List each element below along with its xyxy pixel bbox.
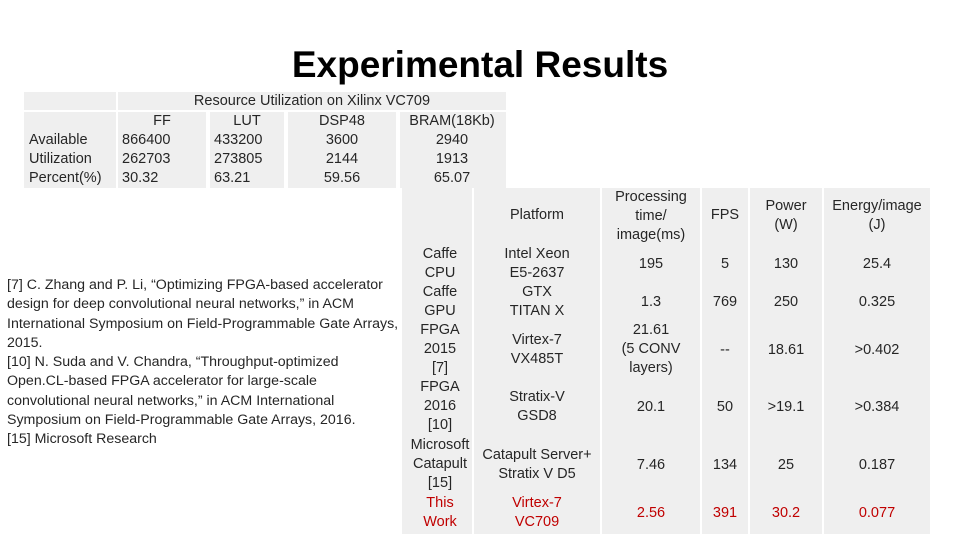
table-cell: 63.21 [214,170,251,186]
table-cell-bg [24,112,116,188]
reference-item: [15] Microsoft Research [7,431,157,448]
column-bg [824,188,930,534]
table-cell: 5 [720,256,730,272]
column-header: Power (W) [765,198,807,233]
platform-cell: Intel Xeon E5-2637 [504,246,570,281]
table-cell: 3600 [325,132,359,148]
work-cell: Caffe CPU [422,246,458,281]
table-cell: 65.07 [433,170,471,186]
table-cell: 262703 [122,151,171,167]
table-cell: 30.32 [122,170,159,186]
platform-cell: GTX TITAN X [509,284,565,319]
column-bg [474,188,600,534]
row-label: Available [29,132,88,148]
table-cell: 1.3 [640,294,662,310]
table-cell: 50 [716,399,734,415]
table-cell: >0.402 [854,342,900,358]
slide-title: Experimental Results [291,44,669,85]
table-cell-highlight: 391 [712,505,738,521]
column-bg [402,188,472,534]
table-cell: 1913 [435,151,469,167]
table-cell-bg [400,112,506,188]
table-cell-highlight: 0.077 [858,505,896,521]
table-cell: 2144 [325,151,359,167]
work-cell: FPGA 2016 [10] [420,379,460,433]
work-cell: Caffe GPU [422,284,458,319]
table-cell: 20.1 [636,399,666,415]
platform-cell: Virtex-7 VX485T [510,332,564,367]
row-label: Percent(%) [29,170,102,186]
table-cell: 273805 [214,151,263,167]
table-cell: 0.325 [858,294,896,310]
table-cell: 769 [712,294,738,310]
row-label: Utilization [29,151,92,167]
table-cell: 433200 [214,132,263,148]
column-header: Energy/image (J) [832,198,922,233]
column-header: Processing time/image(ms) [615,189,687,243]
column-header: FPS [710,207,740,223]
table-cell: 59.56 [323,170,361,186]
platform-cell-highlight: Virtex-7 VC709 [512,495,562,530]
platform-cell: Catapult Server+ Stratix V D5 [482,447,592,482]
table-cell: 21.61 (5 CONV layers) [621,322,681,376]
column-header: LUT [233,113,261,129]
table-caption: Resource Utilization on Xilinx VC709 [193,93,431,109]
table-cell-bg [288,112,396,188]
work-cell: FPGA 2015 [7] [420,322,460,376]
table-cell: 18.61 [767,342,805,358]
table-cell: 866400 [122,132,171,148]
table-cell-bg [210,112,284,188]
table-cell: -- [720,342,730,358]
performance-comparison-table: Platform Processing time/image(ms) FPS Po… [402,188,930,534]
table-cell: >19.1 [767,399,805,415]
column-header: BRAM(18Kb) [409,113,495,129]
resource-utilization-table: Resource Utilization on Xilinx VC709 FF … [24,92,506,188]
reference-item: [7] C. Zhang and P. Li, “Optimizing FPGA… [7,277,399,351]
table-cell: 130 [773,256,799,272]
table-cell: 0.187 [858,457,896,473]
column-header: DSP48 [319,113,365,129]
references: [7] C. Zhang and P. Li, “Optimizing FPGA… [7,276,402,450]
table-cell: 7.46 [636,457,666,473]
table-cell-highlight: 2.56 [636,505,666,521]
column-bg [702,188,748,534]
table-cell-highlight: 30.2 [771,505,801,521]
table-cell: 25.4 [862,256,892,272]
column-header: FF [153,113,171,129]
work-cell: Microsoft Catapult [15] [410,437,470,491]
table-cell: 134 [712,457,738,473]
platform-cell: Stratix-V GSD8 [509,389,565,424]
table-cell: 25 [777,457,795,473]
table-cell: 2940 [435,132,469,148]
table-cell-bg [118,112,206,188]
column-bg [750,188,822,534]
column-bg [602,188,700,534]
work-cell-highlight: This Work [423,495,457,530]
table-cell-bg [24,92,116,110]
table-cell: >0.384 [854,399,900,415]
table-cell: 195 [638,256,664,272]
table-cell: 250 [773,294,799,310]
reference-item: [10] N. Suda and V. Chandra, “Throughput… [7,354,356,429]
column-header: Platform [510,207,564,223]
table-cell-bg [118,92,506,110]
